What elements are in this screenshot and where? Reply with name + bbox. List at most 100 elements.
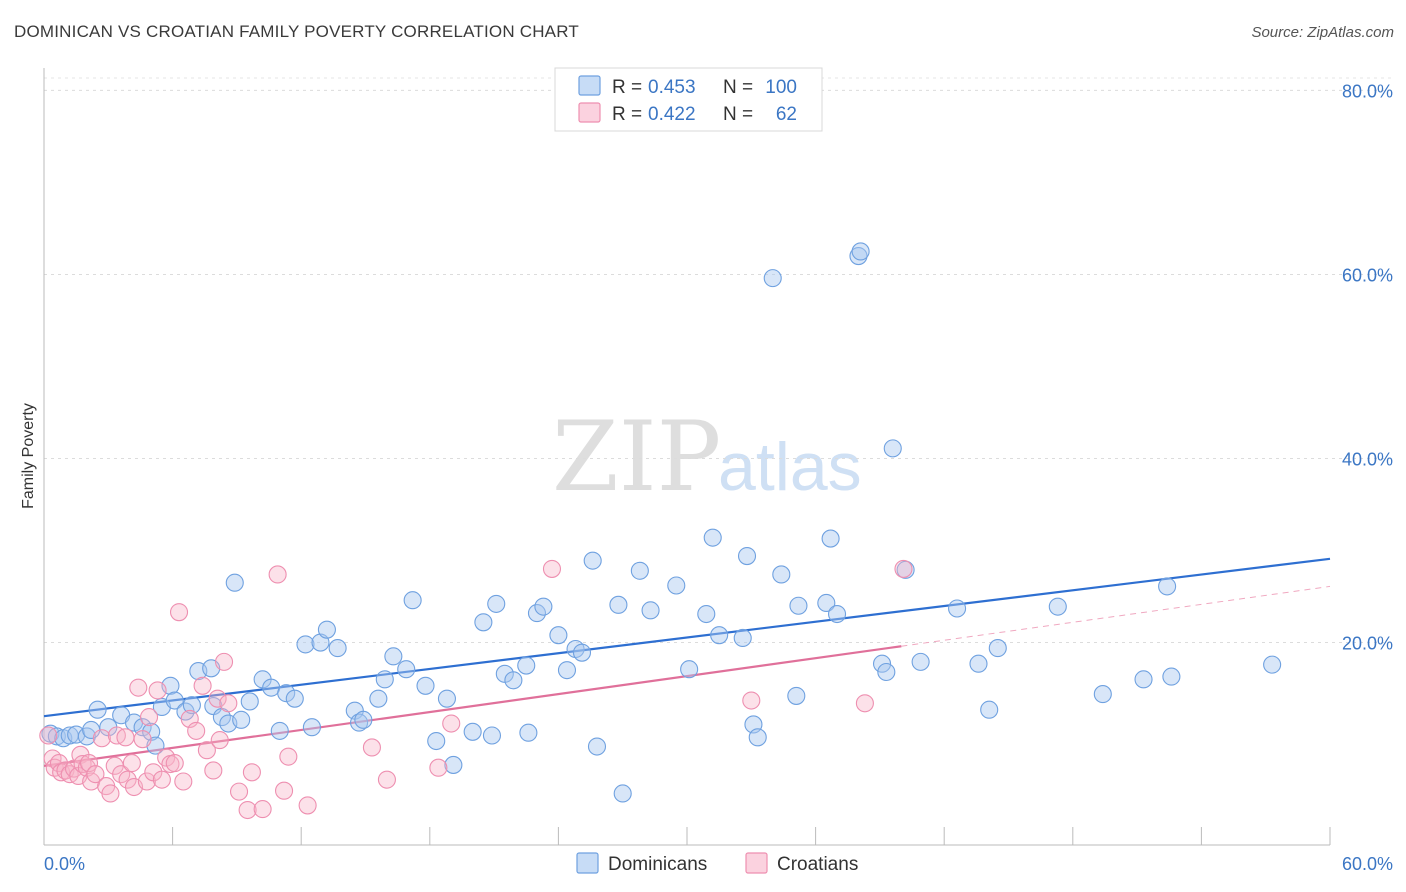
dominican-point (534, 597, 553, 616)
dominican-point (697, 604, 716, 624)
dominican-point (587, 737, 607, 756)
dominican-point (527, 604, 547, 623)
croatian-point (193, 676, 212, 695)
dominican-point (225, 573, 244, 592)
axes (43, 68, 1331, 846)
dominican-point (872, 654, 892, 673)
croatian-point (92, 729, 111, 748)
dominican-point (240, 692, 259, 711)
croatians-trend-projection (901, 585, 1331, 647)
legend-dominicans-label: Dominicans (608, 854, 707, 875)
dominican-point (613, 784, 632, 803)
dominican-point (733, 628, 752, 647)
croatian-point (122, 754, 141, 773)
dominican-point (980, 700, 999, 719)
dominican-point (482, 726, 502, 745)
legend-n-value: 100 (765, 77, 797, 98)
data-points (39, 242, 1282, 820)
y-tick-label: 20.0% (1342, 634, 1393, 654)
dominican-point (763, 269, 782, 288)
croatian-point (148, 681, 167, 700)
croatian-point (165, 754, 184, 773)
croatian-point (208, 689, 227, 708)
dominican-point (397, 660, 416, 679)
dominican-point (444, 755, 463, 774)
croatian-point (268, 565, 287, 584)
legend-r-label: R = (612, 77, 642, 98)
dominican-point (877, 662, 896, 682)
dominican-point (737, 546, 757, 566)
croatian-point (362, 738, 381, 757)
dominican-point (1263, 655, 1282, 674)
croatian-point (253, 800, 272, 819)
croatian-point (298, 796, 317, 815)
dominican-point (787, 686, 806, 705)
dominican-point (504, 671, 523, 690)
dominican-point (1162, 667, 1181, 686)
legend-r-value: 0.422 (648, 104, 696, 125)
dominican-point (317, 620, 336, 639)
dominican-point (817, 593, 836, 613)
dominican-point (232, 710, 251, 729)
legend-r-value: 0.453 (648, 77, 696, 98)
croatian-point (229, 782, 249, 801)
dominican-point (1158, 577, 1177, 596)
watermark-atlas: atlas (718, 429, 862, 505)
dominican-point (827, 604, 847, 624)
legend-dominicans-swatch (576, 852, 599, 874)
croatian-point (742, 691, 761, 710)
dominican-point (416, 676, 435, 695)
croatian-point (101, 784, 120, 803)
croatian-point (133, 730, 152, 749)
dominican-point (772, 565, 791, 584)
croatian-point (219, 694, 238, 713)
source-attribution: Source: ZipAtlas.com (1251, 24, 1394, 41)
dominican-point (821, 529, 840, 548)
croatian-point (152, 770, 171, 789)
dominican-point (354, 710, 373, 729)
dominican-point (328, 639, 347, 658)
croatian-point (79, 754, 99, 773)
croatian-point (39, 726, 58, 745)
dominican-point (948, 599, 967, 618)
legend-n-label: N = (723, 77, 753, 98)
croatians-swatch (578, 102, 601, 123)
dominican-point (1048, 597, 1067, 616)
dominican-point (277, 684, 296, 703)
y-axis-label: Family Poverty (20, 403, 37, 509)
croatian-point (275, 781, 294, 800)
croatian-point (855, 694, 874, 713)
dominican-point (403, 591, 422, 610)
croatian-point (894, 559, 913, 578)
y-tick-label: 40.0% (1342, 450, 1393, 470)
dominican-point (667, 576, 686, 595)
croatian-point (116, 728, 135, 747)
dominican-point (463, 722, 482, 741)
croatian-point (377, 770, 396, 789)
grid-lines (44, 77, 1392, 644)
dominican-point (285, 689, 304, 708)
croatian-point (429, 758, 448, 777)
croatian-point (187, 721, 206, 740)
croatian-point (238, 800, 257, 820)
croatian-point (118, 770, 137, 789)
dominican-point (557, 661, 577, 680)
croatian-point (442, 714, 461, 733)
series-legend: Dominicans Croatians (576, 852, 858, 875)
dominicans-swatch (578, 75, 601, 96)
dominican-point (883, 439, 902, 458)
dominican-point (437, 689, 456, 708)
legend-n-label: N = (723, 104, 753, 125)
dominican-point (549, 626, 568, 645)
stats-legend: R = 0.453 N = 100 R = 0.422 N = 62 (554, 67, 823, 132)
dominican-point (165, 691, 184, 710)
dominican-point (703, 528, 722, 547)
dominican-point (1134, 670, 1153, 689)
dominican-point (375, 670, 394, 689)
dominican-point (487, 594, 506, 613)
x-tick-label: 60.0% (1342, 854, 1393, 874)
x-tick-labels: 0.0% 60.0% (44, 854, 1393, 874)
dominican-point (302, 718, 321, 737)
legend-croatians-label: Croatians (777, 854, 858, 875)
